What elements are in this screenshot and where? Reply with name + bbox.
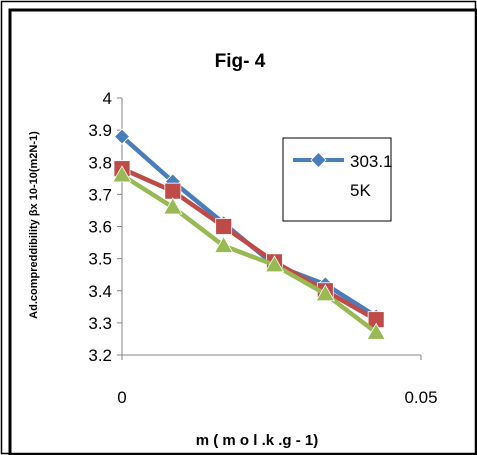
series-layer [112,128,386,340]
legend-marker-diamond [310,151,327,169]
data-point-triangle [264,255,285,273]
x-axis-label: m ( m o l .k .g - 1) [196,432,319,449]
y-tick-label: 3.7 [88,185,112,204]
y-tick-label: 3.4 [88,282,112,301]
y-tick-label: 3.9 [88,121,112,140]
data-point-triangle [315,284,336,302]
y-tick-label: 3.2 [88,346,112,365]
chart-border [8,8,477,455]
y-tick-label: 3.6 [88,218,112,237]
y-tick-label: 3.8 [88,153,112,172]
x-tick-labels: 0 0.05 [117,388,437,407]
y-axis-label: Ad.compreddibility βx 10-10(m2N-1) [28,131,40,319]
y-tick-label: 3.5 [88,250,112,269]
data-point-diamond [113,128,131,145]
data-point-triangle [112,165,132,183]
legend-label-line1: 303.1 [350,152,393,171]
series-3 [112,165,386,340]
y-tick-label: 4 [103,89,112,108]
x-tick-label: 0 [117,388,126,407]
series-line [121,166,378,322]
y-tick-labels: 3.2 3.3 3.4 3.5 3.6 3.7 3.8 3.9 4 [88,89,112,365]
data-point-square [215,218,233,235]
chart-title: Fig- 4 [215,51,266,72]
data-point-triangle [366,322,386,340]
y-tick-label: 3.3 [88,314,112,333]
x-tick-label: 0.05 [404,388,437,407]
legend: 303.1 5K [282,137,393,222]
legend-label-line2: 5K [350,181,371,200]
data-point-triangle [163,197,183,215]
legend-box [282,137,392,222]
data-point-triangle [213,235,234,253]
data-point-square [164,182,182,200]
